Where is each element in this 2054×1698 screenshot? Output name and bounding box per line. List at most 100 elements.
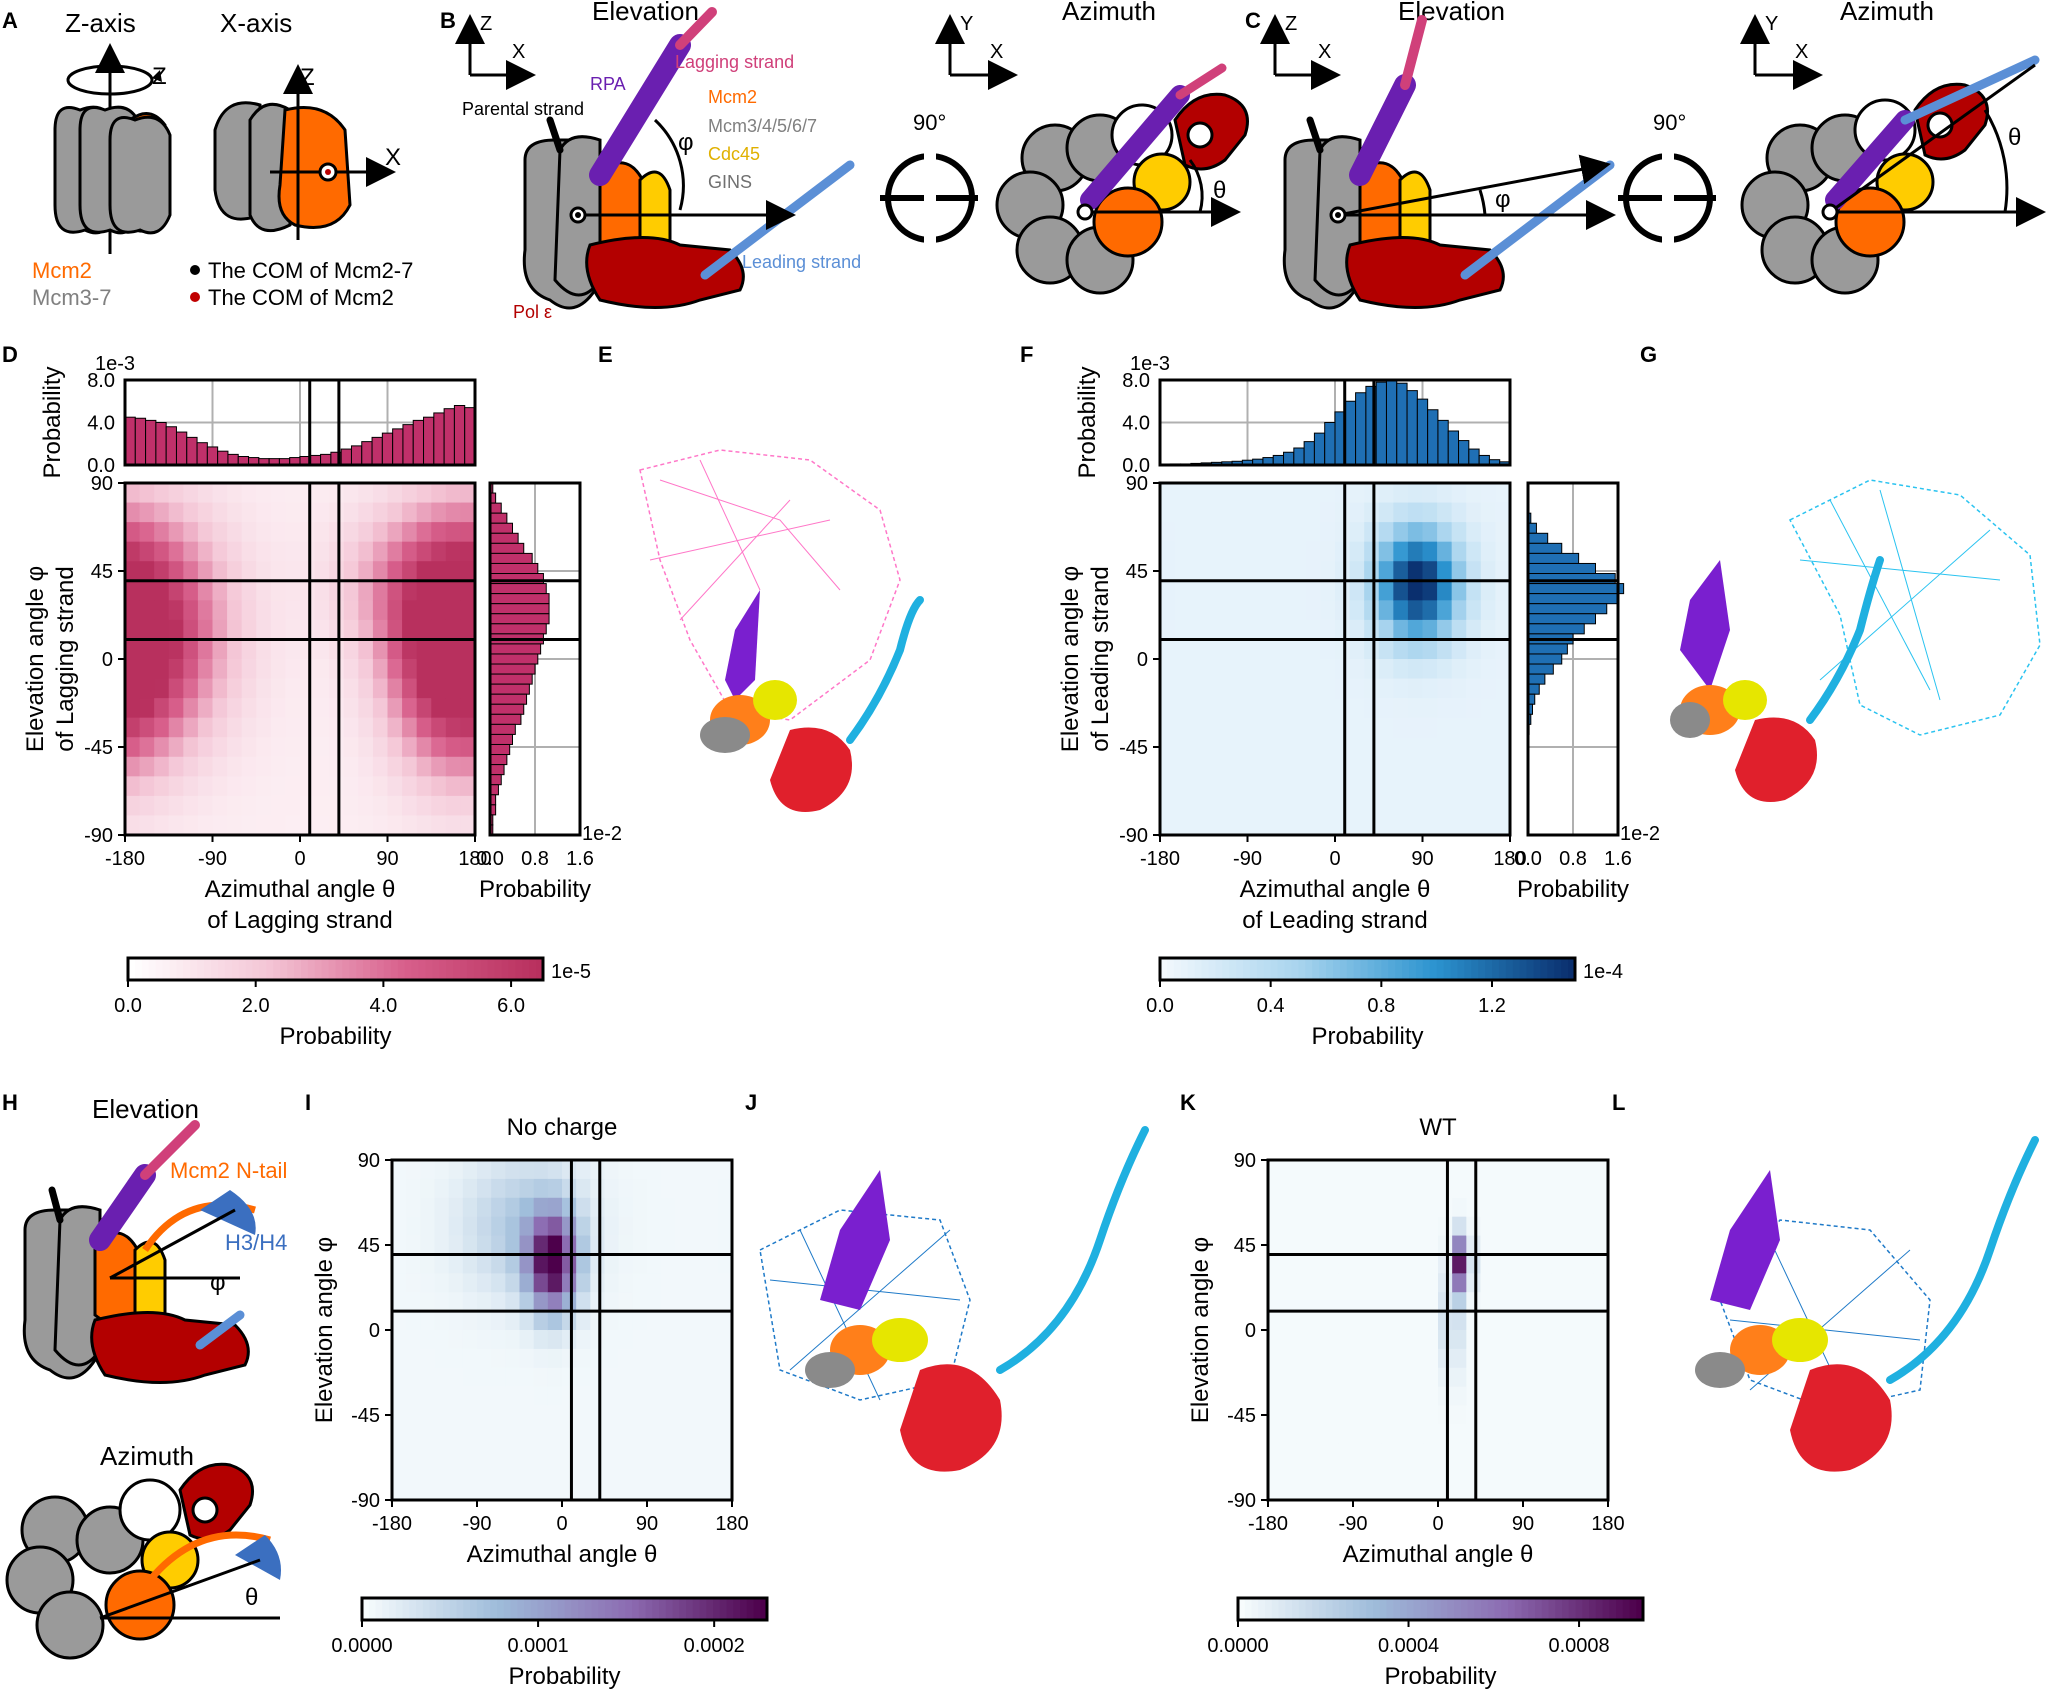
legend-com-mcm2: The COM of Mcm2 [208,285,394,310]
heatmap-cell [183,522,199,543]
right-hist-bar [489,613,550,625]
right-hist-tick-label: 1.6 [566,848,594,870]
colorbar-segment [632,1598,640,1620]
heatmap-cell [689,1160,705,1180]
heatmap-cell [460,717,476,738]
label-lagging: Lagging strand [675,52,794,72]
colorbar-segment [1366,1598,1374,1620]
heatmap-cell [703,1254,719,1274]
colorbar-segment [1166,958,1175,980]
top-hist-bar [186,436,198,466]
heatmap-cell [448,1292,464,1312]
panel-letter-a: A [2,8,18,33]
heatmap-cell [675,1178,691,1199]
heatmap-cell [1262,502,1278,523]
heatmap-cell [372,717,389,738]
right-hist-bar [489,663,536,675]
top-hist-scale: 1e-3 [95,353,135,375]
heatmap-cell [1395,1311,1411,1331]
heatmap-cell [431,600,447,621]
colorbar-segment [1548,1598,1556,1620]
heatmap-cell [1480,1197,1496,1218]
heatmap-cell [1551,1254,1567,1274]
heatmap-cell [387,600,403,621]
colorbar-segment [733,1598,741,1620]
heatmap-cell [1338,1254,1354,1274]
heatmap-cell [1305,639,1322,660]
heatmap-cell [1367,1348,1382,1369]
heatmap-cell [1247,717,1263,738]
heatmap-cell [358,561,374,582]
heatmap-cell [1378,619,1394,641]
c-azimuth-title: Azimuth [1840,0,1934,26]
heatmap-cell [402,483,418,504]
heatmap-cell [1320,619,1336,641]
heatmap-cell [1310,1405,1326,1426]
heatmap-cell [285,659,301,680]
heatmap-cell [1335,756,1351,777]
heatmap-cell [533,1367,549,1388]
heatmap-cell [1438,1348,1453,1369]
heatmap-cell [448,1462,464,1482]
heatmap-cell [505,1235,521,1256]
heatmap-cell [168,522,184,543]
heatmap-cell [1495,698,1511,719]
heatmap-cell [1320,678,1336,699]
heatmap-cell [168,639,184,660]
heatmap-cell [519,1311,535,1331]
heatmap-cell [1364,483,1380,504]
colorbar-segment [425,958,433,980]
heatmap-cell [477,1235,492,1256]
heatmap-cell [1276,522,1292,543]
heatmap-cell [402,717,418,738]
heatmap-cell [1593,1330,1609,1350]
heatmap-cell [604,1386,620,1407]
heatmap-cell [1291,561,1307,582]
heatmap-cell [1393,502,1409,523]
heatmap-cell [270,639,287,660]
heatmap-cell [717,1178,733,1199]
heatmap-cell [505,1292,521,1312]
panel-c: Z X Elevation φ 90° Y X Azimuth [1260,0,2046,310]
heatmap-cell [1335,776,1351,797]
heatmap-cell [689,1462,705,1482]
heatmap-cell [1338,1386,1354,1407]
heatmap-cell [1320,776,1336,797]
heatmap-cell [241,815,257,836]
heatmap-cell [1349,815,1365,836]
heatmap-cell [285,698,301,719]
heatmap-cell [1378,678,1394,699]
top-hist-bar [453,405,466,466]
top-hist-tick-label: 0.0 [1122,455,1150,477]
heatmap-cell [1291,639,1307,660]
heatmap-cell [1296,1330,1312,1350]
heatmap-cell [519,1197,535,1218]
colorbar-segment [679,1598,687,1620]
heatmap-cell [1282,1386,1297,1407]
heatmap-cell [1508,1311,1524,1331]
colorbar-segment [1251,1598,1259,1620]
heatmap-cell [1409,1254,1425,1274]
colorbar-tick-label: 0.0002 [684,1635,745,1657]
right-hist-bar [489,562,539,575]
heatmap-cell [197,639,214,660]
y-tick-label: -45 [1227,1405,1256,1427]
heatmap-cell [1480,639,1497,660]
heatmap-cell [1423,1386,1439,1407]
heatmap-cell [1320,541,1336,562]
heatmap-cell [1160,600,1176,621]
heatmap-cell [1579,1348,1595,1369]
heatmap-cell [1310,1462,1326,1482]
heatmap-cell [1381,1292,1397,1312]
heatmap-cell [1537,1348,1552,1369]
top-hist-bar [1375,381,1387,466]
heatmap-cell [1523,1292,1538,1312]
heatmap-cell [1409,1235,1425,1256]
colorbar-segment [490,1598,498,1620]
heatmap-cell [505,1197,521,1218]
heatmap-cell [139,639,155,660]
colorbar-segment [416,1598,424,1620]
x-tick-label: 0 [294,848,305,870]
colorbar-segment [1402,958,1410,980]
heatmap-cell [1203,639,1219,660]
